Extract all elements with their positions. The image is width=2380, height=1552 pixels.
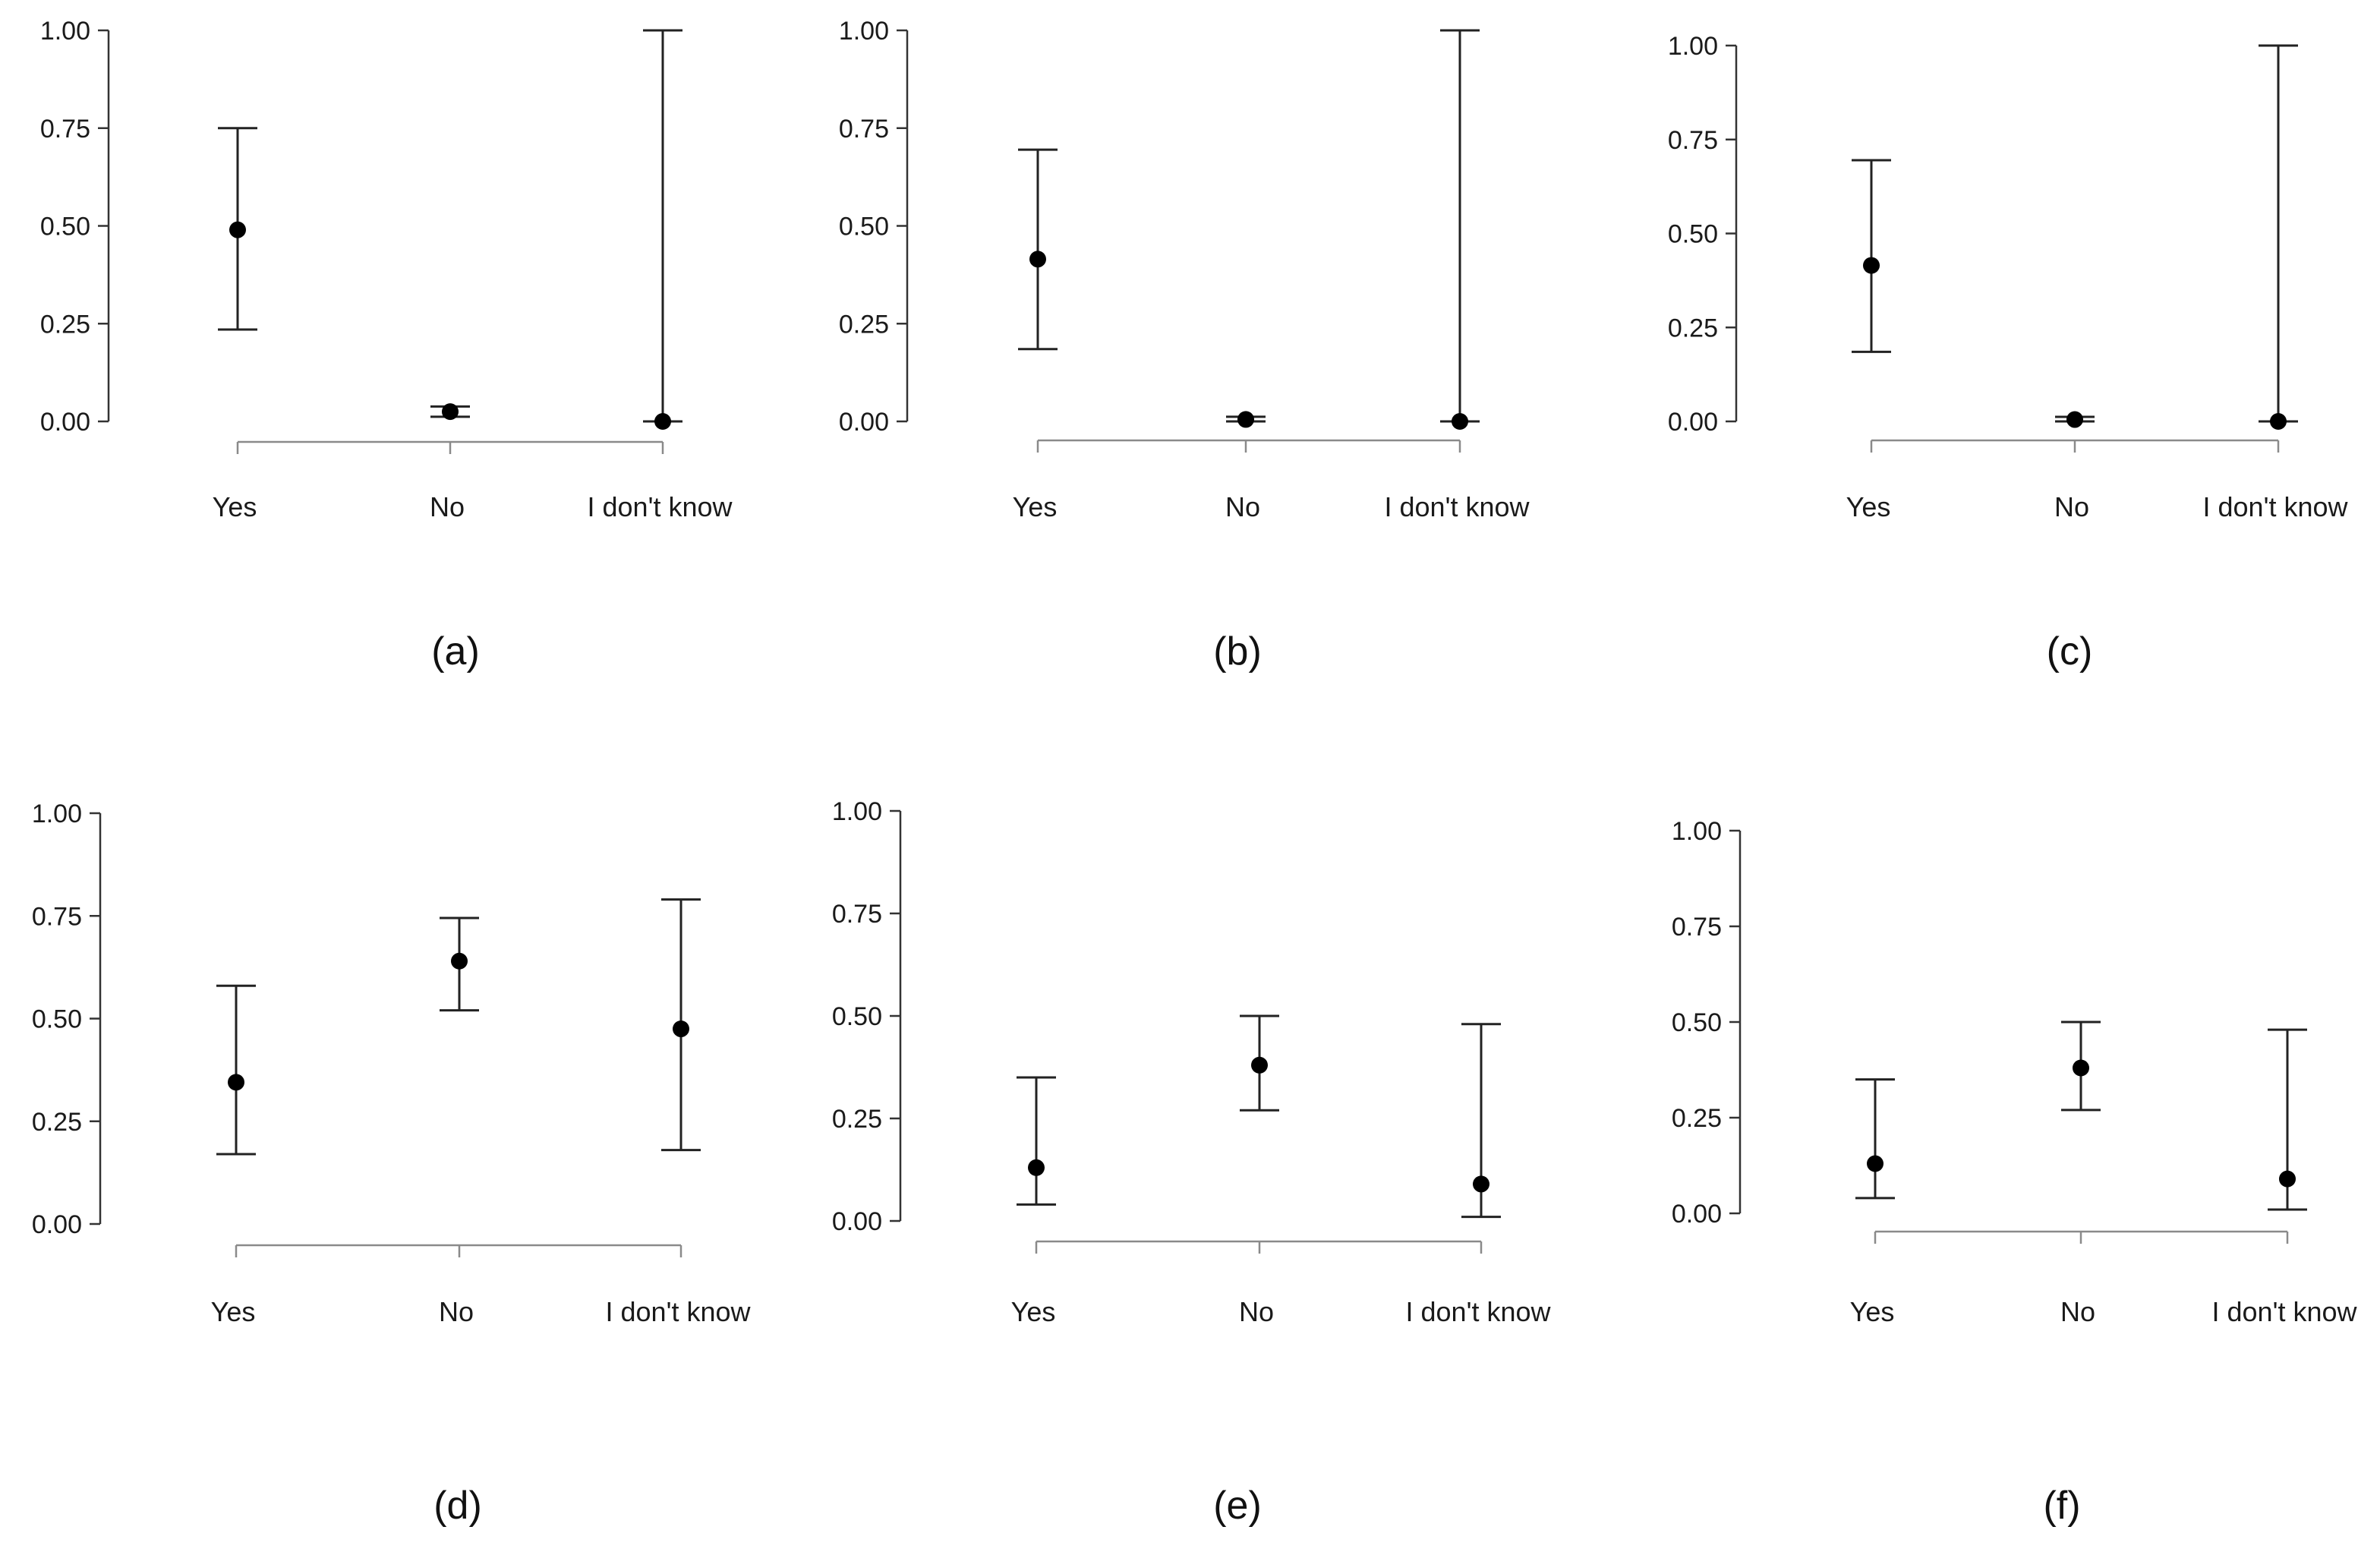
y-tick-label: 0.50 (1672, 1008, 1722, 1037)
x-tick-label: Yes (1011, 1296, 1056, 1327)
x-tick-label: I don't know (2212, 1296, 2358, 1327)
y-tick-label: 0.50 (1668, 220, 1718, 249)
y-tick-label: 0.75 (1668, 126, 1718, 155)
data-point (673, 1020, 689, 1038)
y-tick-label: 0.00 (839, 408, 889, 437)
x-tick-label: Yes (211, 1296, 256, 1327)
x-tick-label: Yes (213, 491, 257, 522)
x-tick-label: No (1225, 491, 1260, 522)
x-tick-label: No (2060, 1296, 2095, 1327)
panel-caption: (f) (2043, 1484, 2080, 1528)
x-tick-label: Yes (1846, 491, 1891, 522)
x-tick-label: I don't know (2203, 491, 2349, 522)
panel-caption: (e) (1213, 1484, 1262, 1528)
data-point (451, 952, 468, 970)
y-tick-label: 0.75 (832, 900, 882, 929)
y-tick-label: 0.75 (32, 902, 82, 931)
y-tick-label: 0.50 (839, 213, 889, 241)
x-tick-label: No (1239, 1296, 1274, 1327)
y-tick-label: 0.25 (832, 1105, 882, 1134)
data-point (228, 1074, 244, 1091)
y-tick-label: 0.75 (40, 115, 90, 144)
y-tick-label: 0.00 (32, 1210, 82, 1239)
y-tick-label: 0.25 (1668, 314, 1718, 342)
x-tick-label: Yes (1850, 1296, 1895, 1327)
y-tick-label: 0.00 (1672, 1200, 1722, 1229)
y-tick-label: 0.25 (1672, 1104, 1722, 1133)
y-tick-label: 0.50 (40, 213, 90, 241)
y-tick-label: 1.00 (40, 17, 90, 46)
y-tick-label: 1.00 (832, 797, 882, 826)
data-point (654, 413, 671, 430)
data-point (1029, 251, 1046, 268)
y-tick-label: 1.00 (1668, 32, 1718, 61)
panel-caption: (c) (2047, 629, 2093, 673)
y-tick-label: 0.00 (832, 1207, 882, 1236)
x-tick-label: I don't know (1406, 1296, 1552, 1327)
y-tick-label: 0.25 (40, 310, 90, 339)
data-point (1473, 1175, 1489, 1193)
data-point (2066, 411, 2083, 428)
panel-caption: (a) (431, 629, 480, 673)
x-tick-label: I don't know (606, 1296, 752, 1327)
data-point (1867, 1155, 1884, 1172)
x-tick-label: I don't know (1385, 491, 1530, 522)
y-tick-label: 0.75 (839, 115, 889, 144)
x-tick-label: No (430, 491, 465, 522)
data-point (229, 221, 246, 238)
y-tick-label: 0.50 (832, 1002, 882, 1031)
x-tick-label: Yes (1013, 491, 1058, 522)
y-tick-label: 0.00 (1668, 408, 1718, 437)
data-point (1028, 1159, 1045, 1176)
y-tick-label: 0.25 (839, 310, 889, 339)
y-tick-label: 1.00 (839, 17, 889, 46)
y-tick-label: 0.00 (40, 408, 90, 437)
panel-caption: (b) (1213, 629, 1262, 673)
panel-caption: (d) (433, 1484, 482, 1528)
data-point (1251, 1056, 1268, 1074)
y-tick-label: 0.50 (32, 1005, 82, 1034)
x-tick-label: I don't know (588, 491, 733, 522)
data-point (2279, 1170, 2296, 1188)
y-tick-label: 1.00 (1672, 817, 1722, 846)
data-point (2073, 1059, 2089, 1077)
data-point (1452, 413, 1468, 430)
x-tick-label: No (439, 1296, 474, 1327)
y-tick-label: 0.75 (1672, 913, 1722, 942)
data-point (1237, 411, 1254, 428)
data-point (442, 403, 459, 421)
x-tick-label: No (2054, 491, 2089, 522)
data-point (1863, 257, 1880, 274)
y-tick-label: 0.25 (32, 1108, 82, 1137)
y-tick-label: 1.00 (32, 800, 82, 828)
data-point (2270, 413, 2287, 430)
